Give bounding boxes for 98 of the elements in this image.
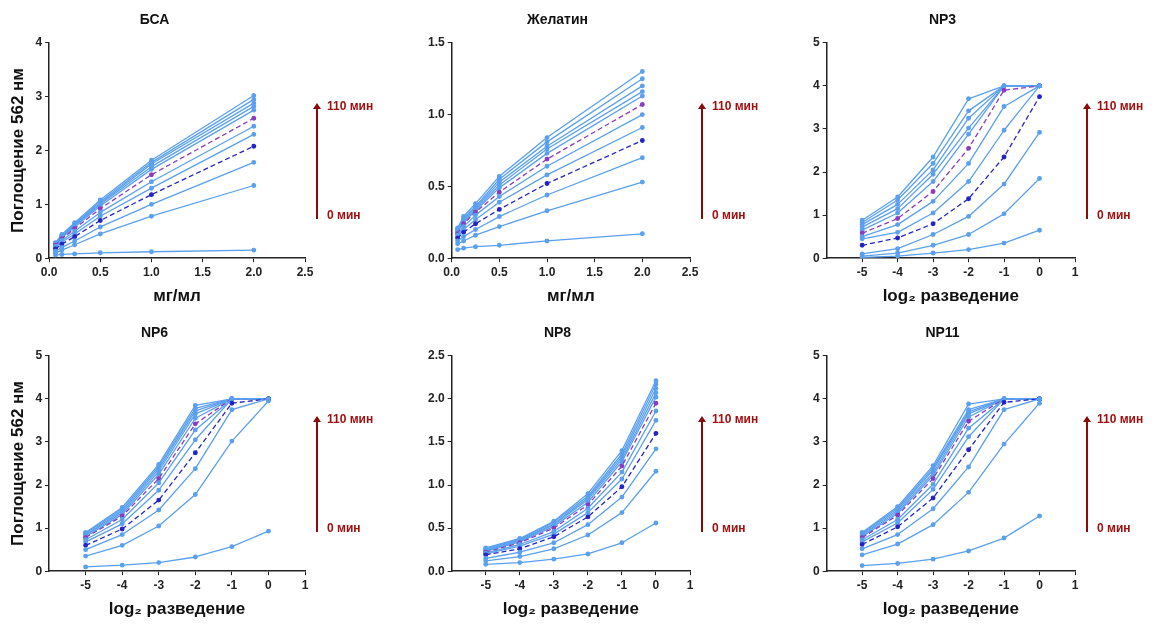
y-tick-label: 1.5 (427, 434, 445, 449)
y-tick-label: 5 (812, 348, 820, 363)
y-tick-label: 1.0 (427, 477, 445, 492)
x-tick-label: -1 (998, 264, 1010, 279)
y-tick-label: 0 (35, 250, 43, 265)
chart-title: NP8 (543, 324, 572, 341)
y-tick-label: 3 (35, 434, 43, 449)
y-tick-label: 5 (35, 348, 43, 363)
x-tick-label: 2.5 (681, 264, 699, 279)
x-tick-label: -3 (153, 577, 165, 592)
x-tick-label: -2 (189, 577, 201, 592)
y-tick-label: 0 (812, 563, 820, 578)
x-axis-title: мг/мл (546, 286, 595, 306)
x-tick-label: 0 (1036, 577, 1044, 592)
x-tick-label: 2.5 (296, 264, 314, 279)
text: 110 мин (1097, 412, 1144, 427)
x-tick-label: 0.0 (443, 264, 461, 279)
x-tick-label: 1 (1071, 264, 1079, 279)
x-tick-label: 0 (1036, 264, 1044, 279)
y-axis-title: Поглощение 562 нм (7, 68, 27, 233)
text: 0 мин (712, 520, 746, 535)
x-tick-label: 1.5 (586, 264, 604, 279)
y-tick-label: 1.5 (427, 35, 445, 50)
y-tick-label: 1 (35, 520, 43, 535)
x-tick-label: 1.0 (143, 264, 161, 279)
y-tick-label: 4 (812, 391, 820, 406)
x-tick-label: -2 (963, 577, 975, 592)
x-axis-title: log₂ разведение (882, 286, 1020, 306)
y-tick-label: 2 (35, 142, 43, 157)
x-tick-label: -2 (963, 264, 975, 279)
y-tick-label: 4 (35, 391, 43, 406)
y-tick-label: 0 (35, 563, 43, 578)
chart-title: NP3 (928, 11, 957, 28)
x-tick-label: -1 (998, 577, 1010, 592)
y-tick-label: 2 (35, 477, 43, 492)
text: 0 мин (1097, 207, 1131, 222)
text: 110 мин (327, 412, 374, 427)
text: 110 мин (712, 99, 759, 114)
x-tick-label: 0.5 (491, 264, 509, 279)
y-axis-title: Поглощение 562 нм (7, 381, 27, 546)
x-tick-label: -3 (927, 577, 939, 592)
y-tick-label: 4 (812, 78, 820, 93)
text: 0 мин (1097, 520, 1131, 535)
y-tick-label: 2 (812, 164, 820, 179)
y-tick-label: 3 (812, 434, 820, 449)
text: 0 мин (712, 207, 746, 222)
text: 110 мин (712, 412, 759, 427)
x-axis-title: мг/мл (153, 286, 201, 306)
y-tick-label: 3 (812, 121, 820, 136)
y-tick-label: 0.5 (427, 178, 445, 193)
x-tick-label: -1 (226, 577, 238, 592)
x-axis-title: log₂ разведение (882, 599, 1020, 619)
x-tick-label: 1 (301, 577, 309, 592)
x-tick-label: 1.0 (538, 264, 556, 279)
y-tick-label: 3 (35, 88, 43, 103)
x-tick-label: -5 (856, 264, 868, 279)
x-tick-label: -4 (892, 264, 904, 279)
y-tick-label: 0.0 (427, 250, 445, 265)
y-tick-label: 1.0 (427, 106, 445, 121)
y-tick-label: 2.5 (427, 348, 445, 363)
x-tick-label: -1 (616, 577, 628, 592)
x-tick-label: 0 (265, 577, 273, 592)
text: 0 мин (327, 520, 361, 535)
x-tick-label: -4 (116, 577, 128, 592)
y-tick-label: 0.0 (427, 563, 445, 578)
text: 0 мин (327, 207, 361, 222)
x-tick-label: -5 (480, 577, 492, 592)
x-tick-label: 1.5 (194, 264, 212, 279)
y-tick-label: 2 (812, 477, 820, 492)
x-tick-label: -4 (892, 577, 904, 592)
x-tick-label: -5 (80, 577, 92, 592)
y-tick-label: 1 (35, 196, 43, 211)
x-tick-label: 1 (1071, 577, 1079, 592)
x-tick-label: 0 (652, 577, 660, 592)
y-tick-label: 5 (812, 35, 820, 50)
x-tick-label: 2.0 (633, 264, 651, 279)
x-tick-label: -4 (514, 577, 526, 592)
chart-title: Желатин (525, 11, 589, 28)
x-tick-label: 1 (686, 577, 694, 592)
chart-title: БСА (139, 11, 170, 28)
y-tick-label: 0.5 (427, 520, 445, 535)
chart-title: NP6 (140, 324, 169, 341)
x-tick-label: -5 (856, 577, 868, 592)
y-tick-label: 4 (35, 35, 43, 50)
y-tick-label: 1 (812, 520, 820, 535)
chart-title: NP11 (925, 324, 960, 341)
text: 110 мин (327, 99, 374, 114)
text: 110 мин (1097, 99, 1144, 114)
x-axis-title: log₂ разведение (502, 599, 640, 619)
x-tick-label: -2 (582, 577, 594, 592)
y-tick-label: 0 (812, 250, 820, 265)
y-tick-label: 2.0 (427, 391, 445, 406)
x-tick-label: -3 (927, 264, 939, 279)
y-tick-label: 1 (812, 207, 820, 222)
x-tick-label: 2.0 (245, 264, 263, 279)
x-tick-label: 0.5 (91, 264, 109, 279)
x-axis-title: log₂ разведение (108, 599, 246, 619)
x-tick-label: -3 (548, 577, 560, 592)
